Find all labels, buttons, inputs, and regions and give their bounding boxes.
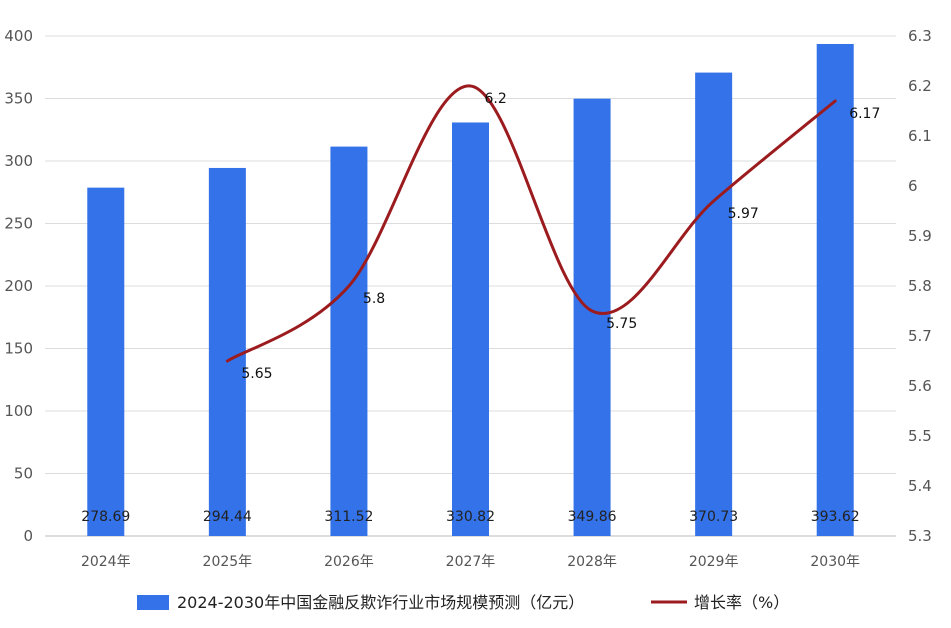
right-axis-tick-label: 6 <box>908 177 918 195</box>
x-axis-tick-label: 2026年 <box>324 554 374 570</box>
growth-rate-label: 6.17 <box>849 106 880 122</box>
right-axis-tick-label: 5.9 <box>908 227 932 245</box>
bar <box>695 72 733 537</box>
legend-bar-label: 2024-2030年中国金融反欺诈行业市场规模预测（亿元） <box>177 593 584 612</box>
growth-rate-label: 5.8 <box>363 291 385 307</box>
bar <box>87 187 125 536</box>
left-axis-tick-label: 350 <box>4 90 33 108</box>
left-axis-tick-label: 250 <box>4 215 33 233</box>
bar-value-label: 311.52 <box>324 509 373 525</box>
x-axis-tick-label: 2030年 <box>810 554 860 570</box>
bar <box>208 167 246 536</box>
bar-value-label: 278.69 <box>81 509 130 525</box>
legend-line-label: 增长率（%） <box>694 593 789 612</box>
bar-value-label: 393.62 <box>811 509 860 525</box>
x-axis-tick-label: 2025年 <box>203 554 253 570</box>
right-axis-tick-label: 5.3 <box>908 527 932 545</box>
legend-bar-swatch <box>137 595 169 610</box>
growth-rate-label: 5.65 <box>241 366 272 382</box>
bar <box>816 43 854 536</box>
left-axis-tick-label: 150 <box>4 340 33 358</box>
right-axis-tick-label: 5.7 <box>908 327 932 345</box>
growth-rate-label: 5.75 <box>606 316 637 332</box>
x-axis-tick-label: 2028年 <box>567 554 617 570</box>
bar <box>573 98 611 537</box>
growth-rate-label: 5.97 <box>728 206 759 222</box>
right-axis-tick-label: 6.1 <box>908 127 932 145</box>
left-axis-tick-label: 200 <box>4 277 33 295</box>
x-axis-tick-label: 2027年 <box>446 554 496 570</box>
growth-rate-line <box>225 84 837 363</box>
bar-value-label: 349.86 <box>568 509 617 525</box>
right-axis-tick-label: 5.5 <box>908 427 932 445</box>
right-axis-tick-label: 5.6 <box>908 377 932 395</box>
right-axis-tick-label: 6.2 <box>908 77 932 95</box>
bar-value-label: 294.44 <box>203 509 252 525</box>
left-axis-tick-label: 100 <box>4 402 33 420</box>
left-axis-tick-label: 50 <box>14 465 33 483</box>
left-axis-tick-label: 300 <box>4 152 33 170</box>
bar-value-label: 330.82 <box>446 509 495 525</box>
right-axis-tick-label: 5.4 <box>908 477 932 495</box>
x-axis-tick-label: 2029年 <box>689 554 739 570</box>
left-axis-tick-label: 0 <box>23 527 33 545</box>
left-axis-tick-label: 400 <box>4 27 33 45</box>
right-axis-tick-label: 6.3 <box>908 27 932 45</box>
bar-value-label: 370.73 <box>689 509 738 525</box>
growth-rate-label: 6.2 <box>485 91 507 107</box>
right-axis-tick-label: 5.8 <box>908 277 932 295</box>
bar <box>330 146 368 536</box>
bar <box>452 122 489 536</box>
x-axis-tick-label: 2024年 <box>81 554 131 570</box>
